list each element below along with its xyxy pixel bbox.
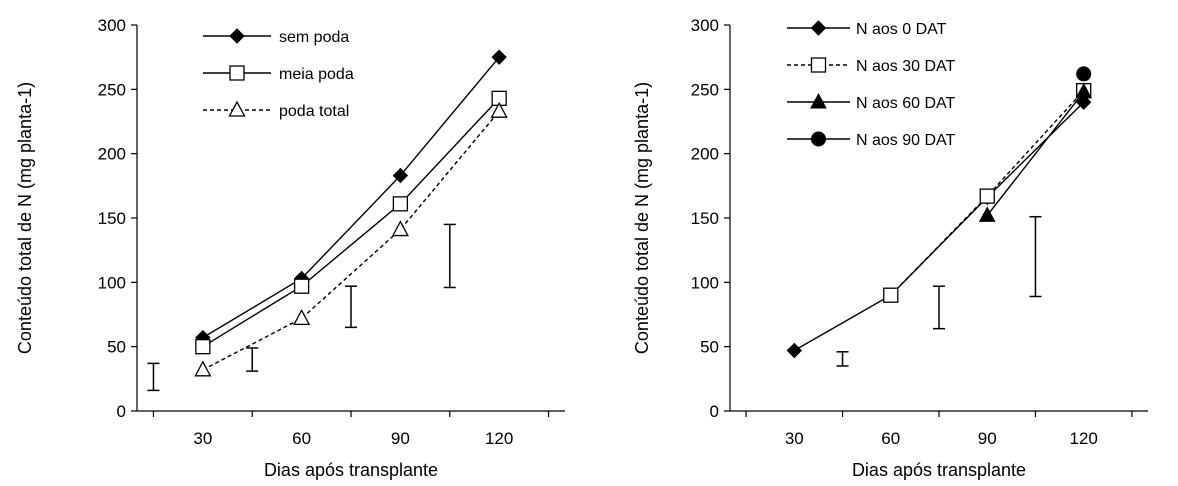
y-tick-label: 150 — [691, 209, 719, 228]
y-tick-label: 0 — [117, 402, 126, 421]
legend-marker — [230, 102, 245, 116]
legend-marker — [230, 29, 244, 43]
legend-label: N aos 90 DAT — [856, 132, 956, 149]
data-point-meia-poda — [196, 340, 210, 354]
legend-marker — [812, 132, 826, 146]
x-axis-label: Dias após transplante — [852, 460, 1026, 480]
legend-label: N aos 0 DAT — [856, 21, 947, 38]
y-axis-label: Conteúdo total de N (mg planta-1) — [15, 82, 35, 354]
y-tick-label: 150 — [98, 209, 126, 228]
data-point-n-aos-90-dat — [1077, 67, 1091, 81]
y-tick-label: 100 — [98, 273, 126, 292]
legend-marker — [230, 66, 244, 80]
y-tick-label: 300 — [98, 16, 126, 35]
data-point-poda-total — [294, 310, 309, 324]
y-tick-label: 200 — [98, 145, 126, 164]
y-tick-label: 50 — [700, 338, 719, 357]
data-point-poda-total — [195, 362, 210, 376]
y-tick-label: 50 — [107, 338, 126, 357]
x-tick-label: 90 — [978, 429, 997, 448]
legend-label: poda total — [279, 103, 349, 120]
x-tick-label: 60 — [881, 429, 900, 448]
y-tick-label: 250 — [98, 80, 126, 99]
legend-label: N aos 30 DAT — [856, 58, 956, 75]
y-tick-label: 300 — [691, 16, 719, 35]
series-line-poda-total — [203, 111, 499, 370]
x-tick-label: 120 — [1070, 429, 1098, 448]
y-tick-label: 200 — [691, 145, 719, 164]
x-tick-label: 30 — [785, 429, 804, 448]
data-point-n-aos-30-dat — [980, 189, 994, 203]
y-tick-label: 0 — [710, 402, 719, 421]
chart-panel-left: 0 50 100 150 200 250 300 30 60 90 120 Dias após tra… — [15, 16, 565, 480]
y-axis-label: Conteúdo total de N (mg planta-1) — [632, 82, 652, 354]
legend-marker — [811, 94, 826, 108]
chart-panel-right: 0 50 100 150 200 250 300 30 60 90 120 Dias após tra… — [632, 16, 1148, 480]
y-tick-label: 250 — [691, 80, 719, 99]
legend-marker — [812, 21, 826, 35]
data-point-meia-poda — [295, 279, 309, 293]
x-tick-label: 60 — [292, 429, 311, 448]
x-tick-label: 120 — [485, 429, 513, 448]
legend-label: sem poda — [279, 29, 349, 46]
legend-label: meia poda — [279, 66, 354, 83]
x-axis-label: Dias após transplante — [264, 460, 438, 480]
x-tick-label: 30 — [193, 429, 212, 448]
legend-label: N aos 60 DAT — [856, 95, 956, 112]
series-line-n-aos-60-dat — [987, 92, 1083, 216]
x-tick-label: 90 — [391, 429, 410, 448]
data-point-n-aos-30-dat — [884, 288, 898, 302]
data-point-meia-poda — [393, 197, 407, 211]
legend-marker — [812, 58, 826, 72]
data-point-n-aos-0-dat — [787, 344, 801, 358]
y-tick-label: 100 — [691, 273, 719, 292]
